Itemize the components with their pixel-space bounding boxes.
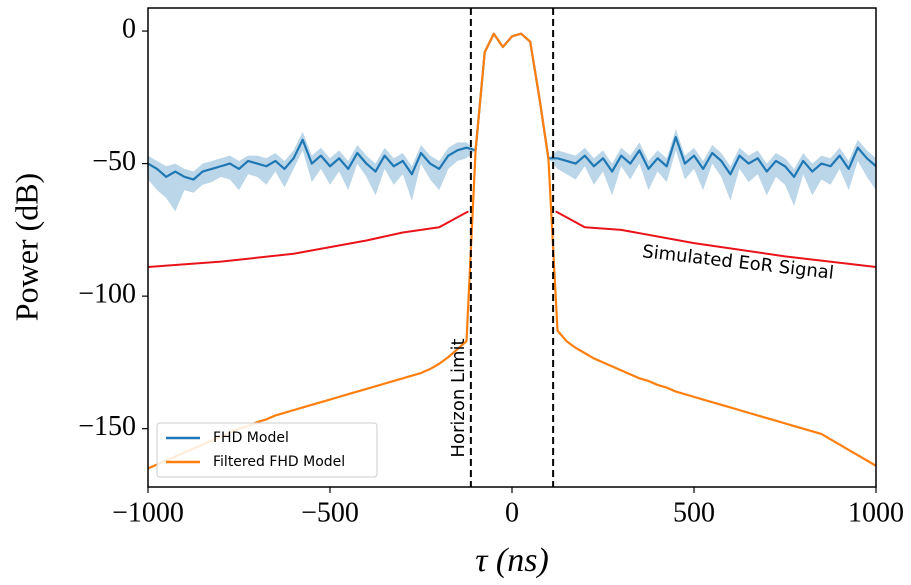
plot-area bbox=[148, 32, 876, 470]
eor-line bbox=[148, 210, 469, 268]
horizon-label: Horizon Limit bbox=[448, 338, 469, 457]
legend-box bbox=[156, 422, 378, 478]
y-tick-label: −100 bbox=[78, 279, 136, 310]
legend-label: FHD Model bbox=[213, 430, 289, 446]
eor-line bbox=[555, 210, 876, 268]
x-tick-label: −500 bbox=[301, 497, 359, 528]
y-tick-label: −150 bbox=[78, 411, 136, 442]
y-tick-label: 0 bbox=[122, 13, 136, 44]
series-line bbox=[148, 32, 876, 470]
y-tick-label: −50 bbox=[92, 146, 136, 177]
x-axis-label: τ (ns) bbox=[475, 542, 549, 579]
y-axis-label: Power (dB) bbox=[8, 173, 44, 321]
x-tick-label: −1000 bbox=[112, 497, 184, 528]
x-tick-label: 1000 bbox=[848, 497, 904, 528]
eor-label: Simulated EoR Signal bbox=[641, 241, 835, 284]
axes-frame bbox=[147, 7, 877, 488]
x-tick-label: 500 bbox=[673, 497, 715, 528]
x-tick-label: 0 bbox=[505, 497, 519, 528]
legend-label: Filtered FHD Model bbox=[213, 454, 345, 470]
band bbox=[148, 33, 876, 212]
